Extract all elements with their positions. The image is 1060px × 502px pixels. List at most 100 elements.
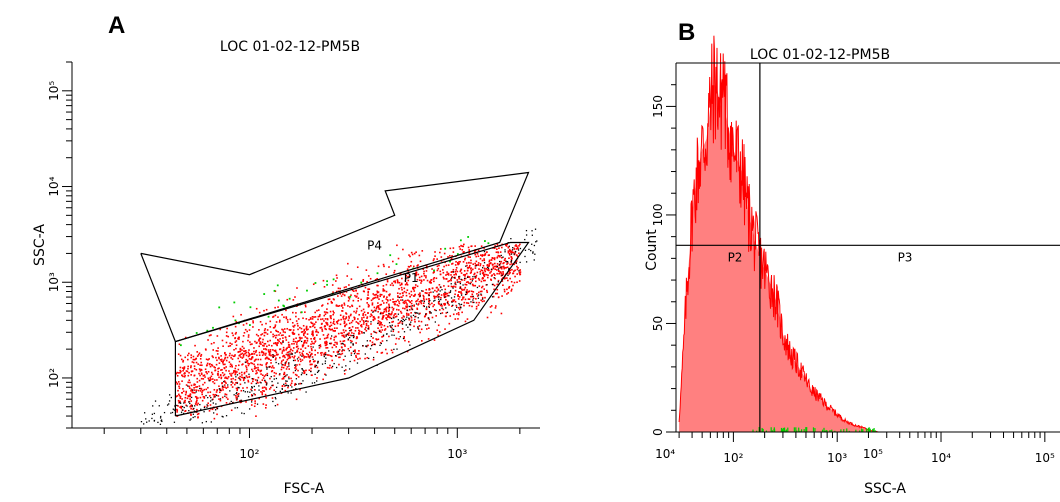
event-dot [282,377,285,380]
event-dot [227,335,230,338]
event-dot [215,403,217,405]
event-dot [284,356,286,359]
event-dot [376,351,379,353]
event-dot [480,280,483,283]
event-dot [391,334,393,336]
event-dot [436,294,439,297]
event-dot [312,358,314,361]
event-dot [290,352,293,355]
event-dot [275,351,278,354]
event-dot [234,319,237,322]
event-dot [311,322,314,325]
event-dot [190,413,192,416]
event-dot [328,328,331,330]
event-dot [458,261,460,263]
event-dot [473,273,475,276]
event-dot [345,323,348,326]
event-dot [294,364,296,366]
event-dot [316,366,319,369]
event-dot [370,335,372,338]
event-dot [189,402,191,405]
event-dot [496,269,498,271]
event-dot [347,300,350,302]
event-dot [237,395,240,397]
event-dot [331,359,334,362]
event-dot [445,278,447,280]
event-dot [267,349,270,351]
event-dot [210,375,213,378]
event-dot [201,389,204,392]
event-dot [515,248,518,250]
event-dot [497,268,500,270]
event-dot [281,328,283,331]
event-dot [357,358,359,360]
event-dot [254,393,257,396]
event-dot [456,279,459,281]
event-dot [188,401,190,403]
event-dot [306,337,309,340]
event-dot [194,403,197,405]
event-dot [326,354,329,356]
event-dot [519,269,522,271]
event-dot [350,278,353,280]
event-dot [341,346,343,349]
event-dot [348,337,351,339]
event-dot [183,406,185,409]
event-dot [412,287,414,289]
event-dot [496,243,499,246]
event-dot [496,288,499,291]
event-dot [500,272,502,275]
event-dot [506,263,508,265]
event-dot [218,306,221,309]
event-dot [178,387,181,389]
event-dot [262,390,264,392]
event-dot [308,356,311,359]
event-dot [365,322,368,325]
event-dot [372,337,374,339]
event-dot [469,256,471,258]
event-dot [203,381,206,384]
event-dot [351,332,353,334]
event-dot [410,302,413,305]
event-dot [205,358,208,361]
event-dot [282,359,285,361]
event-dot [310,370,312,373]
event-dot [265,384,268,386]
event-dot [423,272,425,275]
event-dot [261,354,264,357]
event-dot [363,311,366,314]
event-dot [277,342,279,344]
event-dot [311,382,314,384]
event-dot [187,358,189,361]
event-dot [314,364,316,367]
event-dot [247,364,250,367]
event-dot [272,316,274,318]
event-dot [199,374,201,377]
event-dot [476,253,479,255]
event-dot [235,344,238,347]
event-dot [502,265,505,268]
event-dot [459,281,462,283]
event-dot [474,276,476,278]
event-dot [481,255,484,257]
event-dot [444,247,447,250]
event-dot [533,259,535,261]
event-dot [244,382,246,384]
event-dot [464,258,466,261]
event-dot [471,278,474,280]
event-dot [360,325,363,328]
event-dot [430,312,432,314]
event-dot [396,304,399,306]
event-dot [512,247,514,249]
event-dot [227,376,230,378]
event-dot [452,287,454,289]
event-dot [321,305,323,307]
event-dot [381,300,384,302]
event-dot [440,312,442,315]
event-dot [423,279,425,281]
event-dot [460,291,462,293]
event-dot [220,360,223,363]
event-dot [300,360,302,363]
event-dot [343,331,345,334]
event-dot [518,252,520,255]
